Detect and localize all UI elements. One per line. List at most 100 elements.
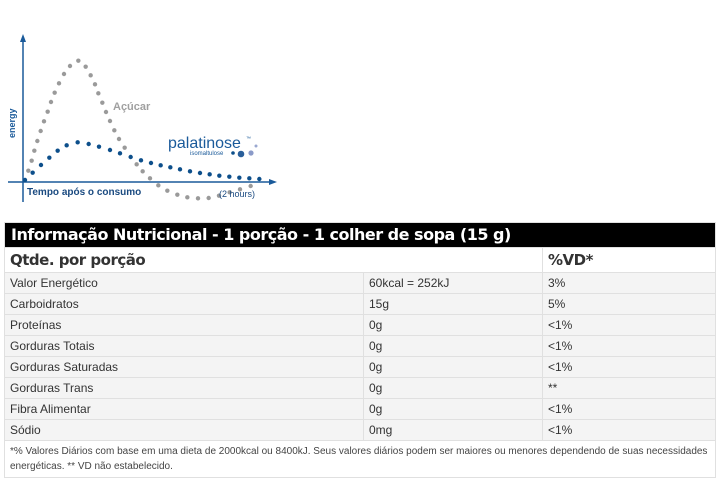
nutrient-name: Fibra Alimentar xyxy=(4,398,364,420)
curve-dot xyxy=(217,173,222,178)
curve-dot xyxy=(175,192,180,197)
brand-name: palatinose xyxy=(168,135,241,152)
curve-dot xyxy=(55,148,60,153)
vd-header: %VD* xyxy=(542,247,716,273)
curve-dot xyxy=(195,196,201,201)
nutrient-vd: 5% xyxy=(542,293,716,315)
curve-dot xyxy=(88,73,93,78)
curve-dot xyxy=(177,167,183,172)
nutrient-name: Valor Energético xyxy=(4,272,364,294)
nutrient-amount: 0g xyxy=(363,398,543,420)
curve-dot xyxy=(247,176,252,181)
curve-dot xyxy=(86,141,91,147)
curve-dot xyxy=(140,169,145,174)
nutrient-vd: <1% xyxy=(542,419,716,441)
curve-dot xyxy=(237,187,243,192)
table-row: Proteínas 0g <1% xyxy=(4,314,716,336)
curve-dot xyxy=(138,158,144,163)
curve-dot xyxy=(185,195,190,200)
table-row: Gorduras Trans 0g ** xyxy=(4,377,716,399)
sugar-label: Açúcar xyxy=(113,101,151,113)
curve-dot xyxy=(206,195,211,201)
nutrient-vd: <1% xyxy=(542,356,716,378)
curve-dot xyxy=(156,183,161,188)
nutrient-vd: <1% xyxy=(542,335,716,357)
palatinose-logo: palatinose ™ isomaltulose xyxy=(168,135,258,158)
curve-dot xyxy=(100,100,105,105)
curve-dot xyxy=(116,136,122,142)
curve-dot xyxy=(61,71,67,77)
curve-dot xyxy=(96,144,102,149)
curve-dot xyxy=(248,183,253,189)
curve-dot xyxy=(237,175,242,180)
curve-dot xyxy=(41,119,47,124)
table-row: Gorduras Saturadas 0g <1% xyxy=(4,356,716,378)
curve-dot xyxy=(257,176,262,182)
curve-dot xyxy=(158,163,163,168)
curve-dot xyxy=(29,158,34,163)
x-axis-end-label: (2 hours) xyxy=(219,189,255,199)
curve-dot xyxy=(83,64,88,69)
curve-dot xyxy=(22,177,28,183)
table-row: Carboidratos 15g 5% xyxy=(4,293,716,315)
x-axis-label: Tempo após o consumo xyxy=(27,187,141,198)
nutrient-name: Carboidratos xyxy=(4,293,364,315)
curve-dot xyxy=(47,155,52,160)
palatinose-curve xyxy=(22,140,262,183)
nutrient-vd: 3% xyxy=(542,272,716,294)
curve-dot xyxy=(207,172,212,177)
sugar-curve xyxy=(26,58,253,201)
curve-dot xyxy=(216,193,222,198)
nutrition-table: Informação Nutricional - 1 porção - 1 co… xyxy=(4,222,716,478)
curve-dot xyxy=(26,168,31,173)
curve-dot xyxy=(128,154,133,160)
table-row: Fibra Alimentar 0g <1% xyxy=(4,398,716,420)
curve-dot xyxy=(107,118,113,124)
footnote: *% Valores Diários com base em uma dieta… xyxy=(4,440,716,478)
nutrient-amount: 0mg xyxy=(363,419,543,441)
energy-graph: energy Tempo após o consumo (2 hours) Aç… xyxy=(7,34,277,202)
nutrient-vd: <1% xyxy=(542,314,716,336)
table-row: Valor Energético 60kcal = 252kJ 3% xyxy=(4,272,716,294)
curve-dot xyxy=(30,170,35,175)
nutrient-name: Proteínas xyxy=(4,314,364,336)
nutrient-vd: <1% xyxy=(542,398,716,420)
curve-dot xyxy=(64,143,69,148)
curve-dot xyxy=(96,91,101,96)
curve-dot xyxy=(165,188,170,193)
table-row: Gorduras Totais 0g <1% xyxy=(4,335,716,357)
brand-sub: isomaltulose xyxy=(190,151,224,157)
nutrient-amount: 0g xyxy=(363,335,543,357)
curve-dot xyxy=(67,63,73,69)
y-axis-arrow-icon xyxy=(20,34,26,42)
curve-dot xyxy=(103,109,109,115)
table-row: Sódio 0mg <1% xyxy=(4,419,716,441)
nutrient-amount: 60kcal = 252kJ xyxy=(363,272,543,294)
curve-dot xyxy=(56,81,62,86)
curve-dot xyxy=(134,162,139,167)
curve-dot xyxy=(92,82,98,87)
y-axis-label: energy xyxy=(7,108,17,138)
curve-dot xyxy=(38,162,44,168)
curve-dot xyxy=(112,128,117,133)
curve-dot xyxy=(38,128,43,134)
curve-dot xyxy=(117,151,123,156)
curve-dot xyxy=(32,148,37,153)
curve-dot xyxy=(75,140,80,145)
curve-dot xyxy=(45,109,50,114)
curve-dot xyxy=(48,99,54,105)
curve-dot xyxy=(227,190,232,195)
curve-dot xyxy=(227,174,232,179)
nutrient-name: Gorduras Trans xyxy=(4,377,364,399)
nutrient-vd: ** xyxy=(542,377,716,399)
nutrient-name: Gorduras Saturadas xyxy=(4,356,364,378)
curve-dot xyxy=(147,176,153,181)
curve-dot xyxy=(148,160,154,166)
curve-dot xyxy=(168,165,173,170)
nutrient-name: Sódio xyxy=(4,419,364,441)
curve-dot xyxy=(52,90,57,95)
brand-tm: ™ xyxy=(246,136,251,142)
nutrient-amount: 0g xyxy=(363,377,543,399)
x-axis-arrow-icon xyxy=(269,179,277,185)
qty-header: Qtde. por porção xyxy=(4,247,543,273)
